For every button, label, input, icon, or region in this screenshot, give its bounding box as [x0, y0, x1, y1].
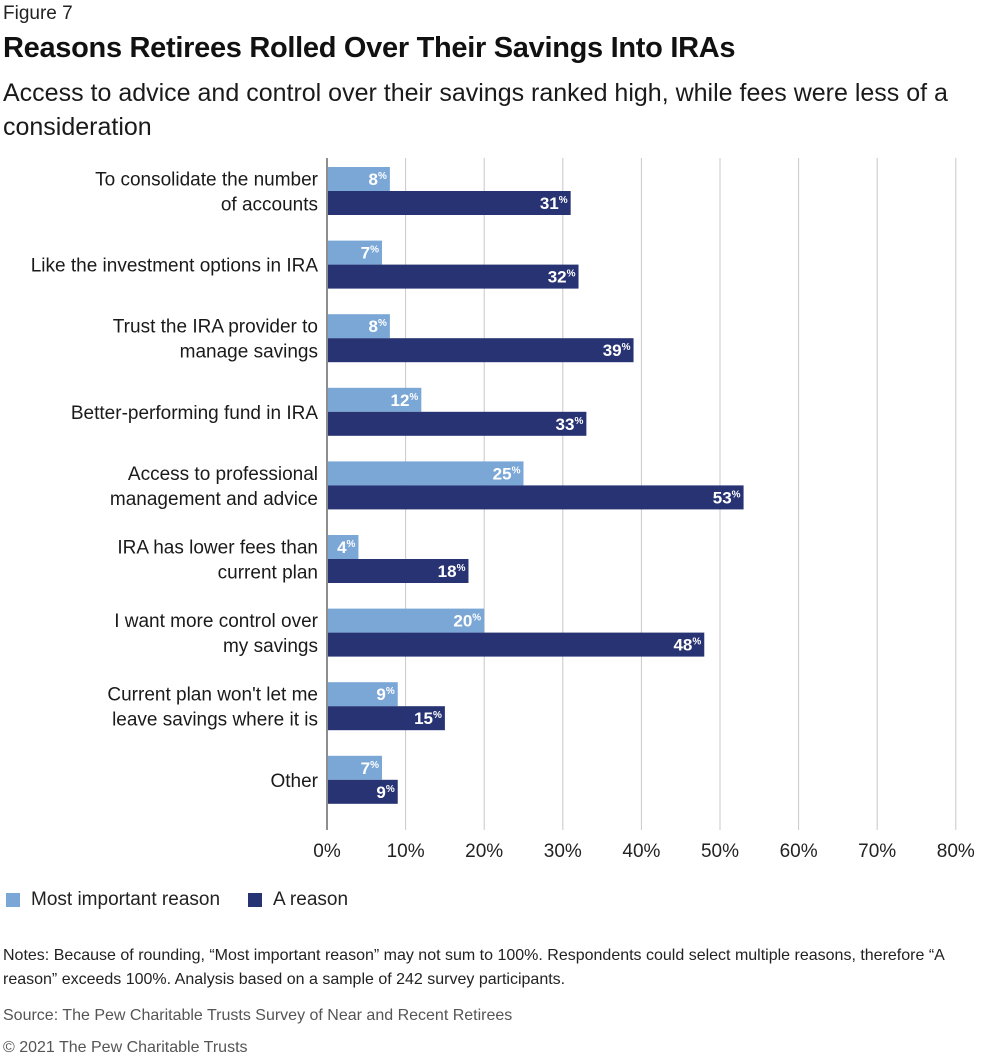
category-label: Access to professional: [128, 464, 318, 485]
data-label: 9%: [376, 685, 394, 704]
x-tick-label: 50%: [701, 841, 739, 862]
data-label: 25%: [493, 464, 521, 483]
bar: [328, 632, 705, 657]
category-label: my savings: [223, 636, 318, 657]
category-label: Trust the IRA provider to: [113, 317, 318, 338]
figure-label: Figure 7: [3, 3, 73, 24]
bar: [328, 387, 422, 412]
bar: [328, 167, 390, 191]
data-label: 8%: [369, 170, 387, 189]
bar: [328, 706, 445, 731]
bar: [328, 191, 571, 215]
data-label: 33%: [556, 415, 584, 434]
bar: [328, 314, 390, 339]
data-label: 18%: [438, 562, 466, 581]
copyright: © 2021 The Pew Charitable Trusts: [3, 1039, 248, 1056]
legend-item-most-important: Most important reason: [6, 889, 220, 911]
chart-title: Reasons Retirees Rolled Over Their Savin…: [3, 32, 736, 64]
chart-notes: Notes: Because of rounding, “Most import…: [3, 947, 944, 988]
legend-label-a-reason: A reason: [273, 889, 349, 910]
bar-chart: 0% 10% 20% 30% 40% 50% 60% 70% 80% 8% 31% To consol…: [31, 158, 975, 862]
category-label: Better-performing fund in IRA: [71, 403, 318, 424]
bar: [328, 535, 359, 559]
bar: [328, 608, 485, 633]
category-label: management and advice: [110, 489, 318, 510]
x-tick-label: 70%: [858, 841, 896, 862]
data-label: 15%: [414, 709, 442, 728]
bar: [328, 264, 579, 289]
data-label: 39%: [603, 341, 631, 360]
legend-label-most-important: Most important reason: [31, 889, 221, 910]
x-tick-label: 10%: [387, 841, 425, 862]
data-label: 48%: [673, 636, 701, 655]
category-label: current plan: [218, 563, 318, 584]
data-label: 8%: [369, 317, 387, 336]
bar: [328, 682, 398, 707]
category-label: IRA has lower fees than: [117, 538, 318, 559]
category-label: manage savings: [180, 342, 318, 363]
x-tick-label: 30%: [544, 841, 582, 862]
data-label: 9%: [376, 783, 394, 802]
chart-source: Source: The Pew Charitable Trusts Survey…: [3, 1007, 513, 1024]
bar: [328, 461, 524, 486]
bar: [328, 779, 398, 804]
category-label: leave savings where it is: [112, 710, 318, 731]
legend-item-a-reason: A reason: [248, 889, 348, 911]
data-label: 12%: [390, 391, 418, 410]
data-label: 32%: [548, 268, 576, 287]
bar: [328, 338, 634, 363]
category-label: I want more control over: [114, 611, 318, 632]
bar: [328, 755, 383, 780]
category-label: Other: [270, 771, 318, 792]
x-tick-label: 20%: [465, 841, 503, 862]
bar: [328, 240, 383, 265]
bar: [328, 559, 469, 583]
category-label: of accounts: [221, 195, 318, 216]
data-label: 7%: [361, 244, 379, 263]
bar: [328, 411, 587, 436]
x-tick-label: 0%: [313, 841, 341, 862]
chart-subtitle: Access to advice and control over their …: [3, 79, 948, 141]
x-tick-label: 60%: [780, 841, 818, 862]
category-label: Like the investment options in IRA: [31, 256, 319, 277]
x-tick-label: 80%: [937, 841, 975, 862]
x-tick-label: 40%: [622, 841, 660, 862]
data-label: 7%: [361, 759, 379, 778]
chart-legend: Most important reason A reason: [6, 889, 376, 911]
data-label: 53%: [713, 488, 741, 507]
legend-swatch-a-reason: [248, 893, 263, 907]
category-label: Current plan won't let me: [107, 685, 318, 706]
category-label: To consolidate the number: [95, 170, 319, 191]
data-label: 31%: [540, 194, 568, 213]
data-label: 20%: [453, 612, 481, 631]
legend-swatch-most-important: [6, 893, 20, 907]
data-label: 4%: [337, 538, 355, 557]
bar: [328, 485, 744, 510]
